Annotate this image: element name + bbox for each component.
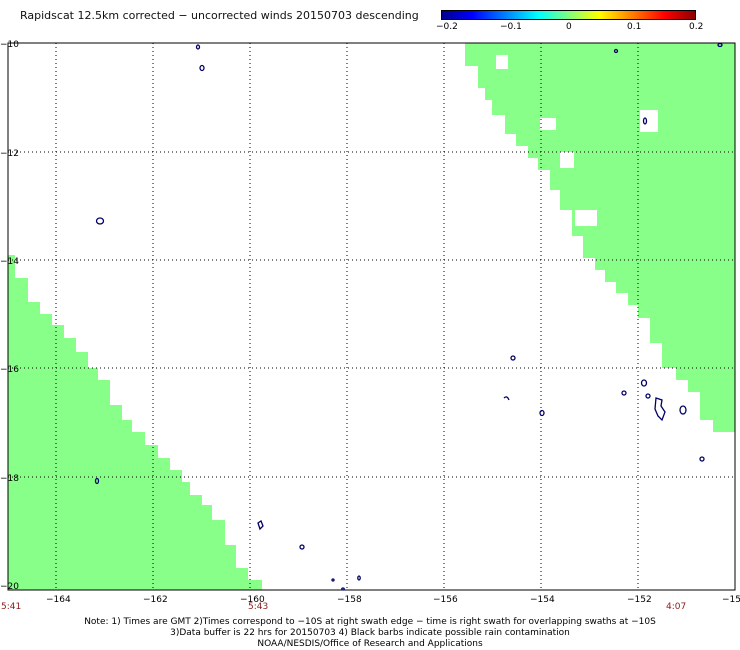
lat-label: −18: [0, 474, 19, 484]
lon-label: −162: [143, 595, 168, 605]
island: [613, 48, 619, 54]
left-swath: [8, 255, 262, 590]
lat-label: −14: [0, 257, 19, 267]
colorbar-tick-label: −0.2: [436, 22, 458, 32]
lat-label: −10: [0, 40, 19, 50]
coastlines: [94, 42, 723, 591]
swath-coverage: [8, 43, 735, 590]
island: [299, 544, 305, 550]
chart-title: Rapidscat 12.5km corrected − uncorrected…: [20, 9, 419, 22]
lat-label: −12: [0, 149, 19, 159]
longitude-labels: −164 −162 −160 −158 −156 −154 −152 −15: [46, 595, 740, 605]
island: [621, 390, 627, 396]
swath-gap: [575, 210, 597, 226]
colorbar-tick-label: −0.1: [500, 22, 522, 32]
colorbar-tick-label: 0.2: [689, 22, 704, 32]
lon-label: −15: [722, 595, 740, 605]
island: [654, 397, 666, 422]
lon-label: −154: [530, 595, 555, 605]
lon-label: −158: [337, 595, 362, 605]
footnote-credit: NOAA/NESDIS/Office of Research and Appli…: [257, 639, 483, 649]
swath-gap: [540, 118, 556, 130]
island: [645, 393, 651, 399]
swath-gap: [560, 152, 574, 168]
island: [642, 117, 648, 125]
swath-time-labels: 5:41 5:43 4:07: [1, 602, 686, 612]
lon-label: −160: [240, 595, 265, 605]
latitude-labels: −10 −12 −14 −16 −18 −20: [0, 40, 19, 592]
lon-label: −164: [46, 595, 71, 605]
island: [640, 379, 648, 387]
island: [357, 575, 361, 581]
island: [199, 64, 205, 72]
swath-gap: [496, 55, 508, 69]
time-label: 5:43: [248, 602, 268, 612]
lon-label: −156: [433, 595, 458, 605]
island: [341, 587, 345, 591]
lat-label: −16: [0, 365, 19, 375]
color-scale-bar: [441, 10, 696, 20]
island: [257, 520, 264, 531]
island: [539, 409, 545, 417]
island: [679, 405, 687, 415]
island: [717, 42, 723, 48]
colorbar-tick-label: 0.1: [627, 22, 642, 32]
time-label: 4:07: [666, 602, 686, 612]
island: [331, 578, 335, 582]
island: [503, 396, 510, 401]
footnote-line-1: Note: 1) Times are GMT 2)Times correspon…: [84, 617, 656, 627]
island: [94, 477, 100, 485]
island: [195, 44, 201, 50]
footnote-line-2: 3)Data buffer is 22 hrs for 20150703 4) …: [170, 628, 570, 638]
island: [95, 217, 105, 225]
lon-label: −152: [627, 595, 652, 605]
island: [699, 456, 705, 462]
map-frame: [7, 42, 736, 591]
lat-label: −20: [0, 582, 19, 592]
right-swath: [465, 43, 735, 432]
swath-gap: [640, 110, 658, 132]
island: [510, 355, 516, 361]
time-label: 5:41: [1, 602, 21, 612]
colorbar-tick-label: 0: [566, 22, 572, 32]
